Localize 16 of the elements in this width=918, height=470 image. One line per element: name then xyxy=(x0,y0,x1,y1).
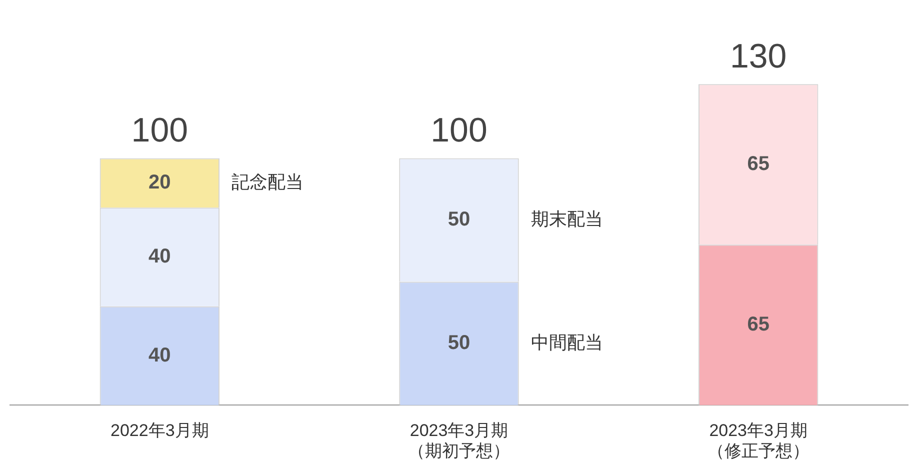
x-tick-label: 2023年3月期（期初予想） xyxy=(408,421,510,460)
data-label: 40 xyxy=(148,344,171,366)
data-label: 65 xyxy=(747,152,770,175)
x-tick-label: 2022年3月期 xyxy=(110,421,209,440)
total-label: 130 xyxy=(730,37,787,76)
series-label: 中間配当 xyxy=(530,332,603,352)
series-label: 期末配当 xyxy=(530,208,603,229)
data-label: 20 xyxy=(148,171,171,194)
data-label: 40 xyxy=(148,246,171,268)
x-tick-label: 2023年3月期（修正予想） xyxy=(707,421,810,460)
data-label: 65 xyxy=(747,313,770,336)
total-label: 100 xyxy=(430,112,488,150)
series-label: 記念配当 xyxy=(232,172,304,192)
data-label: 50 xyxy=(448,208,470,230)
total-label: 100 xyxy=(131,112,188,150)
data-label: 50 xyxy=(448,332,470,354)
